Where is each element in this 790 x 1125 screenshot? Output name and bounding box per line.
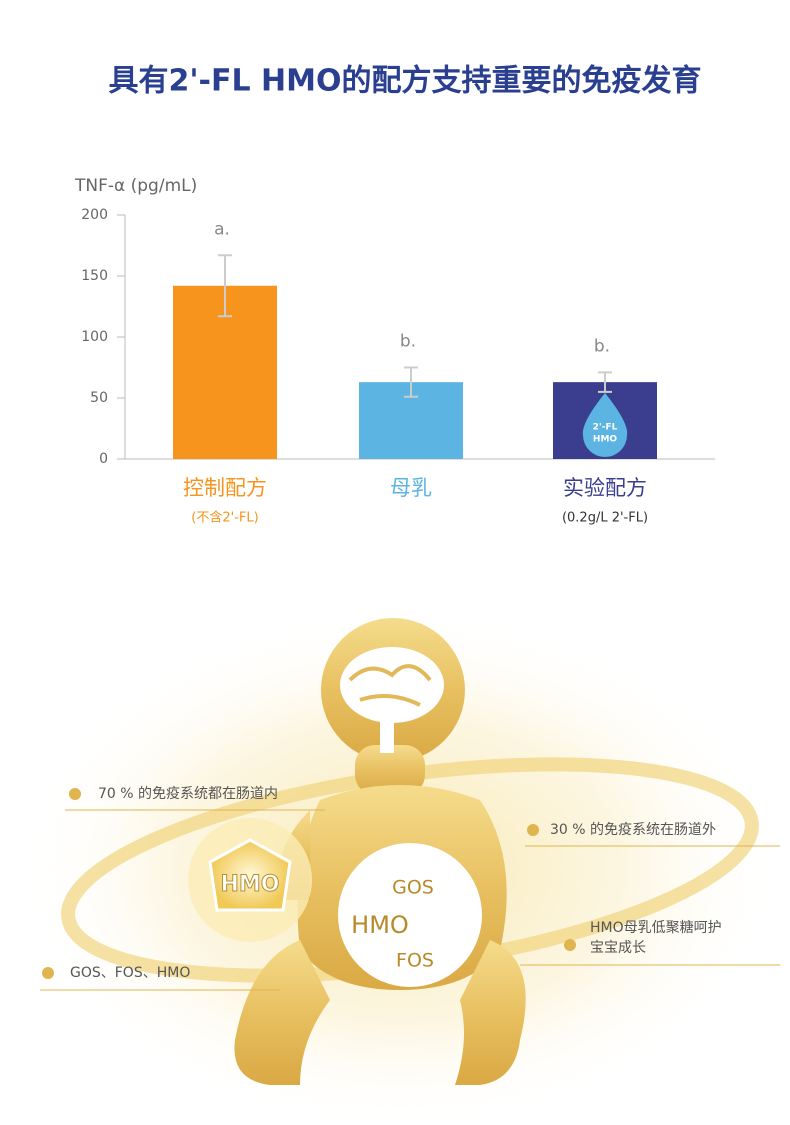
annotation: b. [400, 332, 416, 352]
chart: 0 50 100 150 200 a. 控制配方 (不含2'-FL) b. 母乳 b. 实验配方 (0.… [81, 207, 715, 526]
label: GOS、FOS、HMO [70, 965, 190, 981]
bullet [69, 788, 81, 800]
x-tick-note: (0.2g/L 2'-FL) [562, 511, 648, 526]
annotation: b. [594, 336, 610, 356]
bullet [564, 939, 576, 951]
circle-text: HMO [351, 911, 409, 939]
circle-text: FOS [396, 950, 434, 972]
hmo-pentagon [208, 838, 292, 912]
bullet [527, 824, 539, 836]
y-tick-label: 100 [81, 329, 108, 345]
badge-text: HMO [593, 435, 617, 445]
x-tick-label: 实验配方 [563, 476, 647, 500]
badge-drop [582, 393, 628, 457]
y-tick-label: 150 [81, 268, 108, 284]
annotation: a. [214, 219, 230, 239]
badge-text: 2'-FL [593, 423, 618, 433]
y-axis-label: TNF-α (pg/mL) [74, 176, 197, 196]
x-tick-note: (不含2'-FL) [191, 510, 258, 526]
label: HMO母乳低聚糖呵护 [590, 920, 722, 936]
y-tick-label: 50 [90, 390, 108, 406]
chart-title: 具有2'-FL HMO的配方支持重要的免疫发育 [108, 64, 701, 99]
y-tick-label: 200 [81, 207, 108, 223]
label: 30 % 的免疫系统在肠道外 [550, 822, 716, 838]
illustration: HMO GOS HMO FOS 70 % 的免疫系统都在肠道内 30 % 的免疫… [20, 610, 780, 1125]
x-tick-label: 母乳 [390, 476, 432, 500]
y-tick-label: 0 [99, 451, 108, 467]
circle-text: GOS [392, 877, 434, 899]
label: 70 % 的免疫系统都在肠道内 [98, 786, 278, 802]
label: 宝宝成长 [590, 940, 646, 956]
x-tick-label: 控制配方 [183, 476, 267, 500]
center-circle [338, 843, 482, 987]
bullet [42, 967, 54, 979]
hmo-icon-text: HMO [220, 872, 279, 897]
brain-lines [348, 664, 432, 707]
